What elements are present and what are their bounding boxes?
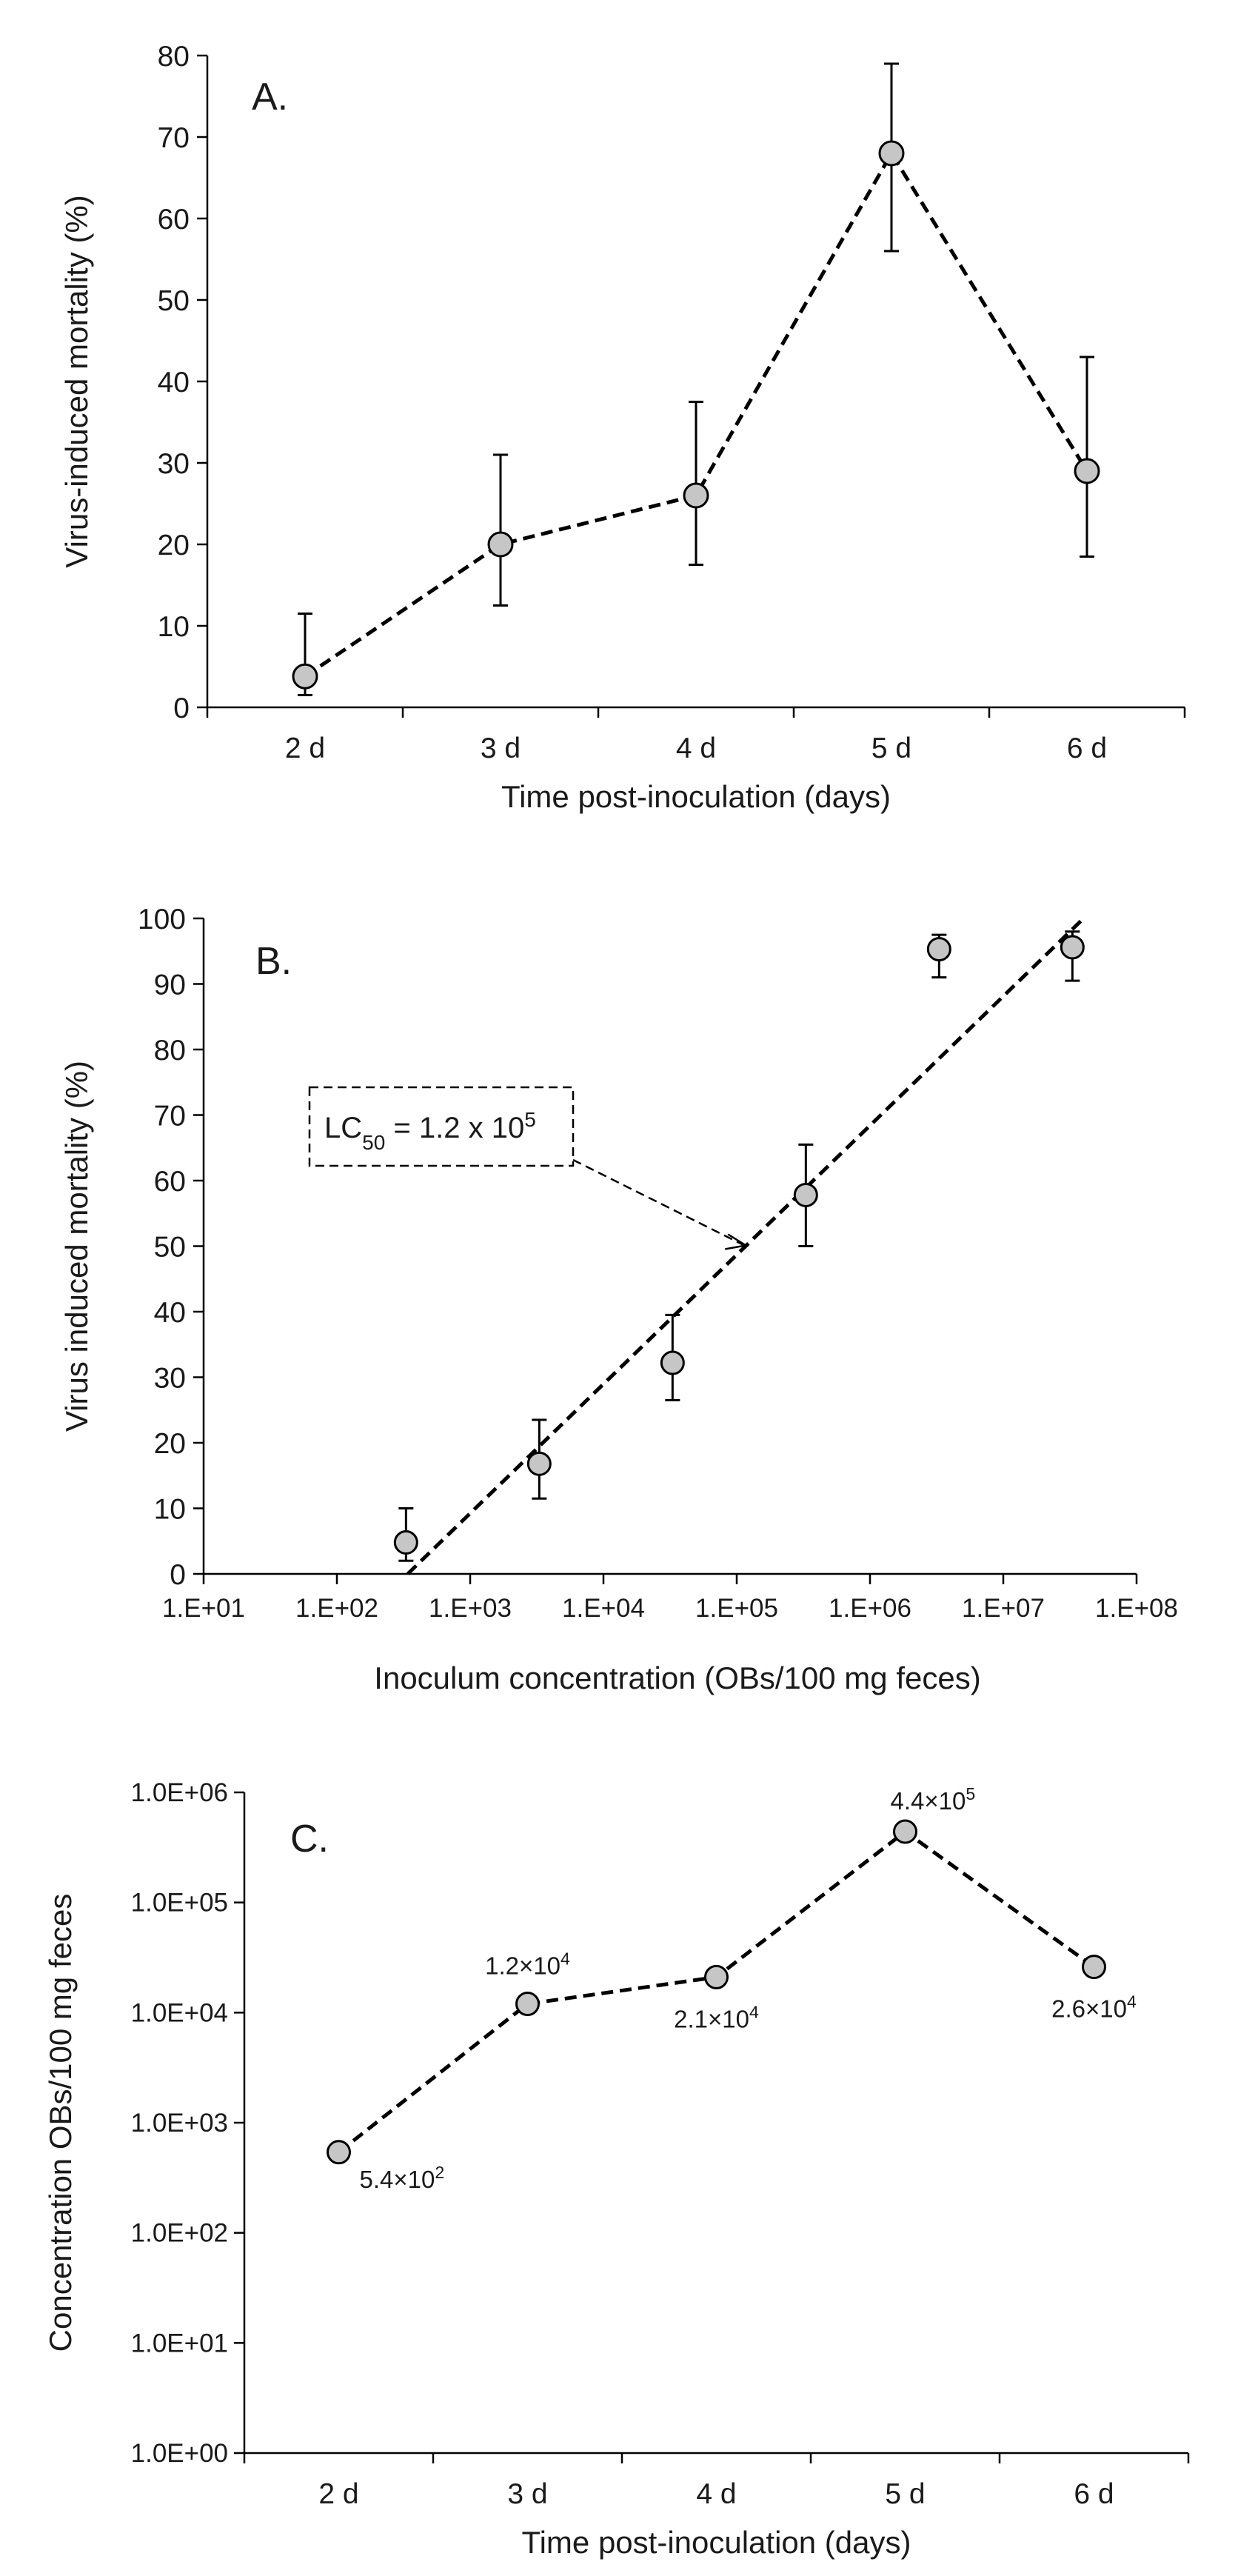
panel-a-y-tick-label: 10	[158, 611, 190, 643]
panel-a-x-tick-label: 3 d	[481, 733, 521, 764]
panel-c-data-label: 1.2×104	[485, 1949, 570, 1980]
panel-c-x-tick-label: 5 d	[885, 2478, 925, 2510]
panel-b-lc50-arrowhead	[725, 1233, 749, 1250]
panel-a-y-tick-label: 60	[158, 204, 190, 236]
panel-b-data-point	[526, 1451, 552, 1476]
panel-b-label: B.	[255, 940, 292, 983]
panel-b-y-tick-label: 70	[154, 1101, 186, 1132]
panel-b-chart: 0 10 20 30 40 50 60 70 80 90 100 1.E+01 1.E+02 1.E+03…	[59, 904, 1178, 1695]
panel-c-data-point	[327, 2140, 351, 2165]
panel-c-data-point	[893, 1819, 917, 1844]
panel-a-label: A.	[252, 76, 288, 119]
panel-b-x-tick-label: 1.E+02	[295, 1594, 378, 1623]
panel-a-x-tick-label: 4 d	[676, 733, 716, 764]
panel-c-x-tick-label: 3 d	[507, 2478, 547, 2510]
panel-c-series-line	[337, 1829, 1095, 2154]
panel-a-x-axis-title: Time post-inoculation (days)	[501, 779, 891, 814]
panel-c-data-label: 2.6×104	[1051, 1992, 1137, 2023]
panel-a-x-tick-label: 2 d	[285, 733, 325, 764]
panel-b-y-tick-label: 30	[154, 1363, 186, 1395]
panel-c-y-tick-label: 1.0E+01	[131, 2329, 228, 2358]
panel-a-y-tick-label: 70	[158, 122, 190, 154]
panel-b-data-point	[926, 937, 951, 962]
panel-c-label: C.	[290, 1818, 329, 1861]
panel-a-y-axis-title: Virus-induced mortality (%)	[59, 195, 94, 567]
panel-c-x-tick-label: 2 d	[318, 2478, 358, 2510]
panel-b-y-tick-label: 100	[138, 904, 186, 935]
panel-a-data-point	[292, 663, 318, 690]
panel-b-y-tick-label: 40	[154, 1297, 186, 1329]
panel-b-data-point	[793, 1182, 818, 1207]
panel-c-y-tick-label: 1.0E+06	[131, 1778, 228, 1807]
panel-b-y-tick-label: 50	[154, 1232, 186, 1264]
panel-a-data-point	[878, 140, 905, 167]
panel-b-y-tick-label: 60	[154, 1166, 186, 1198]
panel-b-x-tick-label: 1.E+08	[1095, 1594, 1178, 1623]
panel-c-y-tick-label: 1.0E+00	[131, 2439, 228, 2468]
panel-a-data-point	[487, 531, 514, 558]
panel-b-x-tick-label: 1.E+06	[829, 1594, 911, 1623]
panel-b-x-tick-label: 1.E+03	[429, 1594, 512, 1623]
panel-b-data-point	[660, 1350, 685, 1375]
panel-b-y-tick-label: 0	[170, 1559, 186, 1591]
panel-c-x-axis-title: Time post-inoculation (days)	[522, 2525, 911, 2560]
panel-c-data-label: 2.1×104	[674, 2002, 759, 2032]
panel-b-data-point	[1060, 935, 1085, 960]
panel-a-y-tick-label: 80	[158, 41, 190, 73]
panel-b-data-point	[393, 1530, 418, 1555]
panel-a-y-tick-label: 0	[173, 693, 190, 724]
panel-a-x-tick-label: 5 d	[871, 733, 911, 764]
panel-c-data-point	[515, 1992, 540, 2017]
panel-c-x-tick-label: 4 d	[696, 2478, 736, 2510]
panel-b-y-axis-title: Virus induced mortality (%)	[59, 1061, 94, 1432]
panel-a-y-tick-label: 50	[158, 285, 190, 317]
panel-c-data-label: 5.4×102	[360, 2163, 445, 2193]
panel-b-lc50-box	[308, 1086, 575, 1167]
panel-b-y-tick-label: 10	[154, 1494, 186, 1526]
panel-c-y-tick-label: 1.0E+02	[131, 2219, 228, 2248]
panel-a-chart: 0 10 20 30 40 50 60 70 80 2 d 3 d 4 d 5 d 6 d Time pos…	[59, 41, 1186, 814]
panel-b-x-tick-label: 1.E+01	[162, 1594, 245, 1623]
panel-b-lc50-arrow	[572, 1158, 743, 1246]
panel-b-x-tick-label: 1.E+04	[562, 1594, 645, 1623]
panel-b-y-tick-label: 20	[154, 1428, 186, 1460]
panel-c-chart: 1.0E+00 1.0E+01 1.0E+02 1.0E+03 1.0E+04 1.0E+…	[43, 1778, 1190, 2560]
panel-a-y-tick-label: 40	[158, 367, 190, 398]
panel-b-x-axis-title: Inoculum concentration (OBs/100 mg feces…	[374, 1661, 980, 1695]
panel-b-y-tick-label: 80	[154, 1035, 186, 1067]
panel-a-data-point	[1074, 458, 1100, 484]
panel-b-x-tick-label: 1.E+05	[695, 1594, 778, 1623]
panel-c-data-point	[704, 1964, 729, 1989]
panel-a-y-tick-label: 30	[158, 448, 190, 480]
panel-c-data-label: 4.4×105	[891, 1784, 976, 1815]
panel-a-x-tick-label: 6 d	[1067, 733, 1107, 764]
panel-b-lc50-text: LC50 = 1.2 x 105	[324, 1108, 536, 1154]
panel-c-y-tick-label: 1.0E+04	[131, 1998, 228, 2027]
panel-c-data-point	[1082, 1955, 1106, 1980]
panel-a-y-tick-label: 20	[158, 530, 190, 561]
panel-c-y-axis-title: Concentration OBs/100 mg feces	[43, 1894, 78, 2352]
panel-b-y-tick-label: 90	[154, 970, 186, 1001]
panel-b-x-tick-label: 1.E+07	[962, 1594, 1045, 1623]
panel-c-y-tick-label: 1.0E+05	[131, 1889, 228, 1918]
panel-c-y-tick-label: 1.0E+03	[131, 2109, 228, 2138]
panel-a-data-point	[683, 482, 709, 509]
panel-c-x-tick-label: 6 d	[1074, 2478, 1114, 2510]
